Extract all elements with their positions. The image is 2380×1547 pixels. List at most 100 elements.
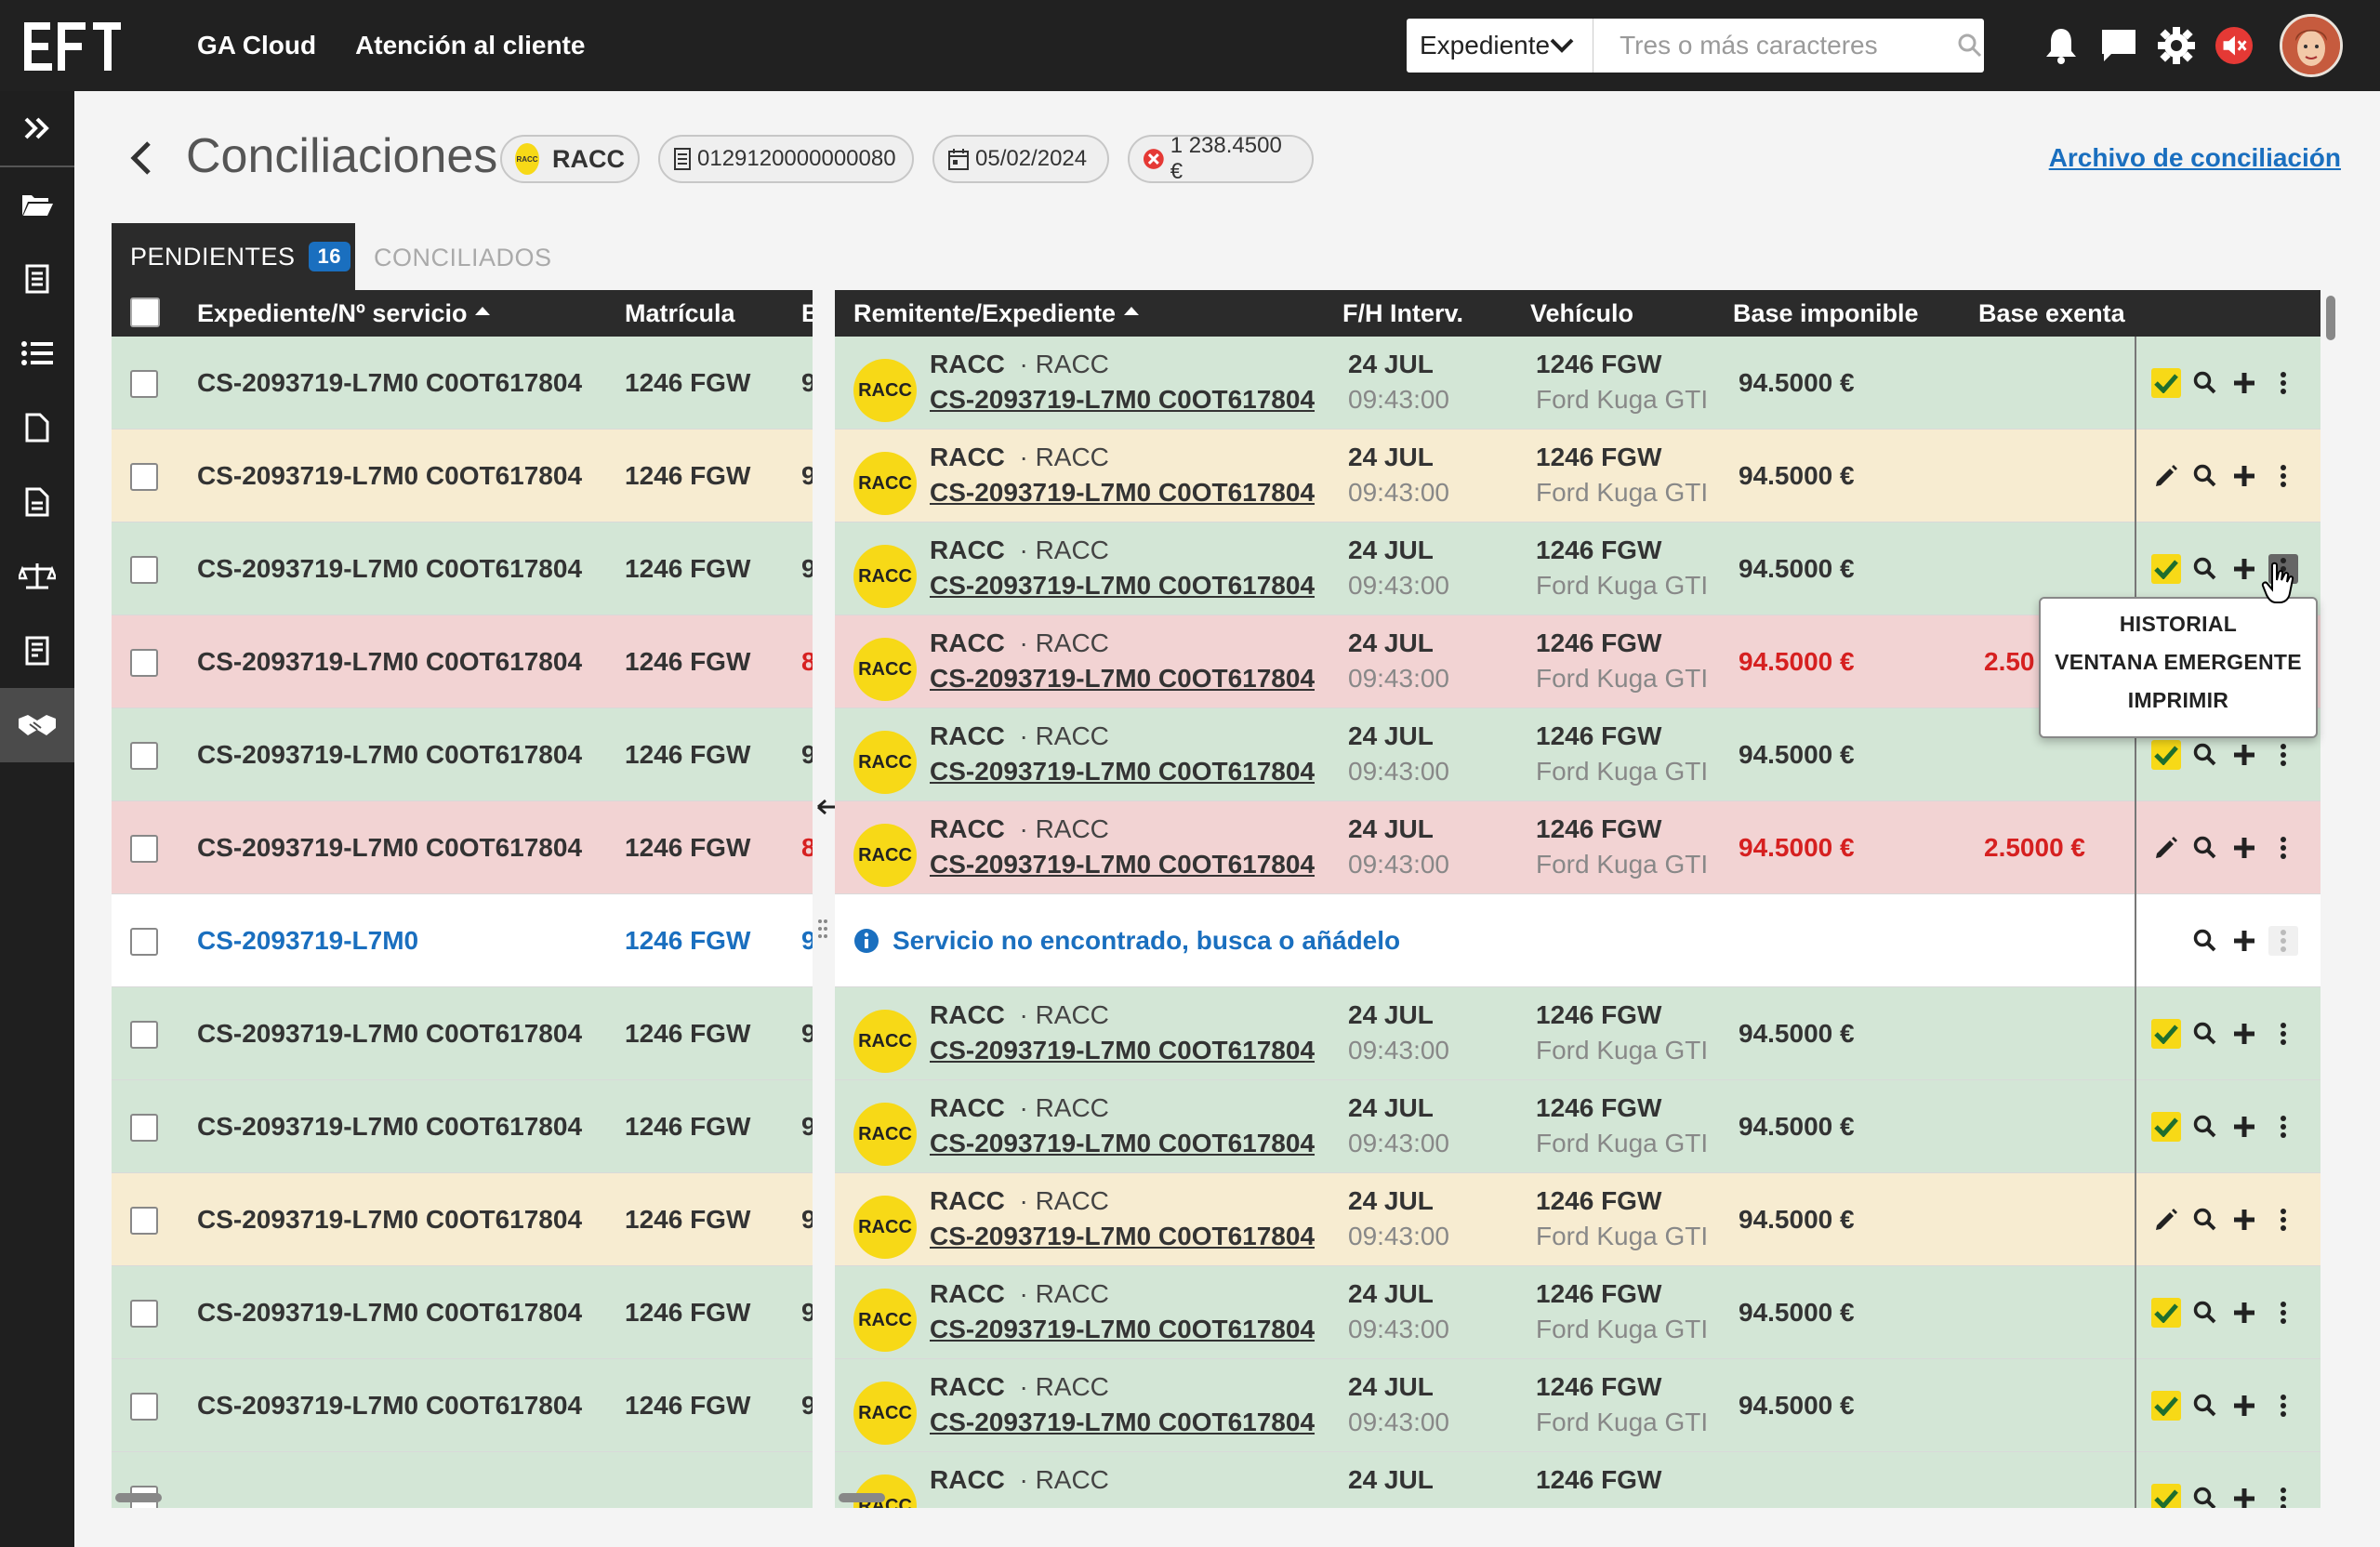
row-expediente-link[interactable]: CS-2093719-L7M0 C0OT617804	[930, 1408, 1316, 1436]
search-service-button[interactable]	[2190, 461, 2220, 491]
row-checkbox[interactable]	[130, 1393, 158, 1421]
sidebar-item-list[interactable]	[0, 316, 74, 390]
table-row[interactable]: CS-2093719-L7M0 C0OT617804 1246 FGW 9	[112, 430, 813, 522]
sidebar-expand[interactable]	[0, 91, 74, 167]
add-service-button[interactable]	[2229, 1112, 2259, 1142]
more-options-button[interactable]	[2268, 368, 2298, 398]
table-row[interactable]: CS-2093719-L7M0 C0OT617804 1246 FGW 8	[112, 615, 813, 708]
table-row[interactable]: RACC RACC · RACC CS-2093719-L7M0 C0OT61780…	[835, 987, 2320, 1080]
row-checkbox[interactable]	[130, 1207, 158, 1235]
row-expediente-link[interactable]: CS-2093719-L7M0 C0OT617804	[930, 1036, 1316, 1064]
right-horizontal-scrollbar[interactable]	[839, 1493, 885, 1502]
add-service-button[interactable]	[2229, 368, 2259, 398]
search-service-button[interactable]	[2190, 1484, 2220, 1508]
confirm-button[interactable]	[2151, 1019, 2181, 1049]
row-expediente-link[interactable]: CS-2093719-L7M0 C0OT617804	[930, 664, 1316, 693]
row-expediente-link[interactable]: CS-2093719-L7M0 C0OT617804	[930, 1315, 1316, 1343]
nav-customer-service[interactable]: Atención al cliente	[355, 31, 586, 60]
row-expediente-link[interactable]: CS-2093719-L7M0 C0OT617804	[930, 757, 1316, 786]
row-checkbox[interactable]	[130, 556, 158, 584]
tab-pending[interactable]: PENDIENTES 16	[112, 223, 355, 290]
col-vehiculo[interactable]: Vehículo	[1530, 299, 1634, 327]
table-row[interactable]: RACC RACC · RACC CS-2093719-L7M0 C0OT61780…	[835, 1173, 2320, 1266]
confirm-button[interactable]	[2151, 1298, 2181, 1328]
more-options-button[interactable]	[2268, 1298, 2298, 1328]
table-row[interactable]	[112, 1452, 813, 1508]
add-service-button[interactable]	[2229, 740, 2259, 770]
more-options-button[interactable]	[2268, 833, 2298, 863]
add-service-button[interactable]	[2229, 1391, 2259, 1421]
search-input[interactable]	[1593, 19, 1956, 73]
col-matricula[interactable]: Matrícula	[625, 299, 735, 327]
edit-button[interactable]	[2151, 833, 2181, 863]
search-service-button[interactable]	[2190, 554, 2220, 584]
row-expediente-link[interactable]: CS-2093719-L7M0 C0OT617804	[930, 571, 1316, 600]
table-row[interactable]: CS-2093719-L7M0 C0OT617804 1246 FGW 9	[112, 1359, 813, 1452]
select-all-checkbox[interactable]	[130, 298, 160, 327]
confirm-button[interactable]	[2151, 368, 2181, 398]
confirm-button[interactable]	[2151, 1484, 2181, 1508]
row-checkbox[interactable]	[130, 742, 158, 770]
sound-toggle-button[interactable]	[2215, 26, 2254, 65]
more-options-button[interactable]	[2268, 1484, 2298, 1508]
brand-logo[interactable]	[24, 22, 121, 71]
table-row[interactable]: Servicio no encontrado, busca o añádelo	[835, 894, 2320, 987]
row-expediente-link[interactable]: CS-2093719-L7M0 C0OT617804	[930, 385, 1316, 414]
table-row[interactable]: CS-2093719-L7M0 C0OT617804 1246 FGW 9	[112, 987, 813, 1080]
sidebar-item-reconciliation[interactable]	[0, 688, 74, 762]
avatar[interactable]	[2280, 14, 2343, 77]
table-row[interactable]: CS-2093719-L7M0 C0OT617804 1246 FGW 8	[112, 801, 813, 894]
search-service-button[interactable]	[2190, 740, 2220, 770]
confirm-button[interactable]	[2151, 554, 2181, 584]
sidebar-item-file[interactable]	[0, 390, 74, 465]
back-button[interactable]	[126, 138, 154, 178]
more-options-button[interactable]	[2268, 461, 2298, 491]
menu-item-imprimir[interactable]: IMPRIMIR	[2127, 688, 2229, 712]
row-checkbox[interactable]	[130, 928, 158, 956]
vertical-scrollbar[interactable]	[2326, 296, 2335, 340]
add-service-button[interactable]	[2229, 1298, 2259, 1328]
more-options-button[interactable]	[2268, 1391, 2298, 1421]
table-row[interactable]: CS-2093719-L7M0 C0OT617804 1246 FGW 9	[112, 1173, 813, 1266]
table-row[interactable]: CS-2093719-L7M0 C0OT617804 1246 FGW 9	[112, 1266, 813, 1359]
add-service-button[interactable]	[2229, 926, 2259, 956]
table-row[interactable]: RACC RACC · RACC 24 JUL 1246 FGW	[835, 1452, 2320, 1508]
archive-link[interactable]: Archivo de conciliación	[2048, 143, 2341, 172]
menu-item-ventana-emergente[interactable]: VENTANA EMERGENTE	[2055, 650, 2302, 674]
more-options-button[interactable]	[2268, 1205, 2298, 1235]
table-row[interactable]: CS-2093719-L7M0 C0OT617804 1246 FGW 9	[112, 708, 813, 801]
confirm-button[interactable]	[2151, 1112, 2181, 1142]
search-service-button[interactable]	[2190, 1112, 2220, 1142]
add-service-button[interactable]	[2229, 833, 2259, 863]
search-button[interactable]	[1955, 33, 1984, 58]
search-service-button[interactable]	[2190, 1298, 2220, 1328]
add-service-button[interactable]	[2229, 1019, 2259, 1049]
drag-handle-icon[interactable]	[816, 919, 829, 939]
settings-button[interactable]	[2157, 26, 2196, 65]
row-expediente-link[interactable]: CS-2093719-L7M0 C0OT617804	[930, 478, 1316, 507]
add-service-button[interactable]	[2229, 1205, 2259, 1235]
table-row[interactable]: RACC RACC · RACC CS-2093719-L7M0 C0OT61780…	[835, 430, 2320, 522]
sidebar-item-documents[interactable]	[0, 242, 74, 316]
row-checkbox[interactable]	[130, 835, 158, 863]
table-row[interactable]: CS-2093719-L7M0 1246 FGW 9	[112, 894, 813, 987]
row-expediente-link[interactable]: CS-2093719-L7M0 C0OT617804	[930, 1129, 1316, 1157]
table-row[interactable]: RACC RACC · RACC CS-2093719-L7M0 C0OT61780…	[835, 1359, 2320, 1452]
add-service-button[interactable]	[2229, 1484, 2259, 1508]
sidebar-item-balance[interactable]	[0, 539, 74, 614]
table-row[interactable]: RACC RACC · RACC CS-2093719-L7M0 C0OT61780…	[835, 1080, 2320, 1173]
sidebar-item-folders[interactable]	[0, 167, 74, 242]
nav-ga-cloud[interactable]: GA Cloud	[197, 31, 317, 60]
confirm-button[interactable]	[2151, 1391, 2181, 1421]
table-row[interactable]: RACC RACC · RACC CS-2093719-L7M0 C0OT61780…	[835, 1266, 2320, 1359]
add-service-button[interactable]	[2229, 554, 2259, 584]
row-expediente-link[interactable]: CS-2093719-L7M0 C0OT617804	[930, 850, 1316, 879]
search-service-button[interactable]	[2190, 368, 2220, 398]
column-resize-handle[interactable]	[814, 788, 853, 826]
col-base-exenta[interactable]: Base exenta	[1978, 299, 2125, 327]
search-type-select[interactable]: Expediente	[1407, 19, 1594, 73]
row-checkbox[interactable]	[130, 1114, 158, 1142]
add-service-button[interactable]	[2229, 461, 2259, 491]
more-options-button[interactable]	[2268, 1019, 2298, 1049]
row-expediente[interactable]: CS-2093719-L7M0	[197, 926, 419, 955]
